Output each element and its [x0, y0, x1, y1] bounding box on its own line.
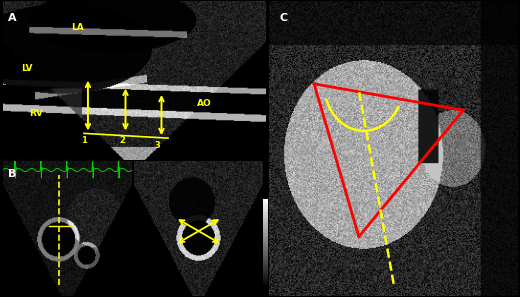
Text: C: C — [279, 13, 288, 23]
Text: B: B — [8, 169, 16, 179]
Text: LA: LA — [71, 23, 84, 32]
Text: 3: 3 — [155, 141, 161, 150]
Text: A: A — [8, 12, 17, 23]
Text: 1: 1 — [81, 136, 87, 145]
Text: RV: RV — [29, 109, 43, 118]
Text: AO: AO — [197, 99, 212, 108]
Text: 2: 2 — [119, 136, 125, 145]
Text: LV: LV — [21, 64, 32, 73]
